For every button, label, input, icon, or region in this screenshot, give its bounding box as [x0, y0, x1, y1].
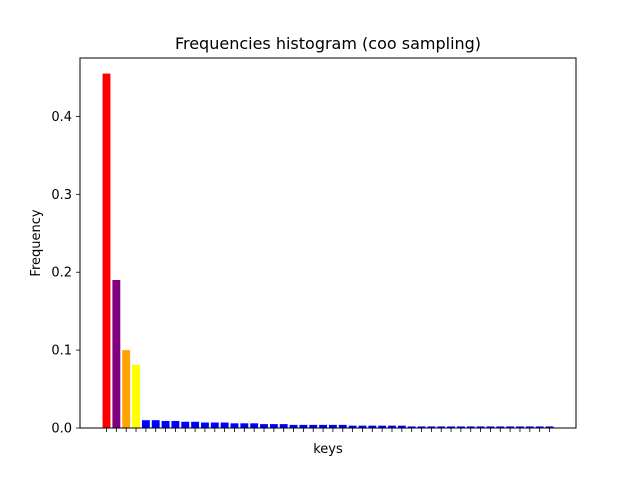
bar-23	[319, 424, 328, 428]
y-tick-label-0.4: 0.4	[51, 110, 72, 125]
bar-3	[122, 350, 131, 428]
bar-28	[368, 425, 377, 428]
y-tick-label-0.0: 0.0	[51, 422, 72, 437]
bar-30	[388, 425, 396, 428]
bar-29	[378, 425, 387, 428]
bar-34	[427, 426, 436, 428]
bar-32	[407, 426, 416, 428]
y-tick-label-0.1: 0.1	[51, 344, 72, 359]
bar-26	[348, 425, 357, 428]
bar-40	[486, 426, 495, 428]
bar-18	[269, 424, 278, 428]
bar-39	[476, 426, 485, 428]
chart-title: Frequencies histogram (coo sampling)	[175, 34, 481, 53]
bar-21	[299, 424, 308, 428]
y-tick-label-0.2: 0.2	[51, 266, 72, 281]
x-axis-ticks	[106, 428, 550, 432]
bar-36	[447, 426, 455, 428]
bar-2	[112, 280, 121, 428]
bar-12	[210, 422, 219, 428]
bar-8	[171, 420, 180, 428]
bar-38	[466, 426, 475, 428]
bar-33	[417, 426, 426, 428]
y-axis-label: Frequency	[29, 209, 44, 276]
bar-4	[132, 364, 140, 428]
bar-15	[240, 423, 249, 428]
bar-45	[535, 426, 544, 428]
bar-42	[506, 426, 515, 428]
bar-7	[161, 420, 170, 428]
bar-6	[151, 420, 160, 428]
bar-44	[525, 426, 534, 428]
bar-5	[141, 420, 150, 428]
bar-25	[338, 424, 347, 428]
bar-22	[309, 424, 318, 428]
bar-9	[181, 421, 190, 428]
bar-16	[250, 423, 259, 428]
bar-20	[289, 424, 298, 428]
plot-area	[102, 73, 554, 428]
bar-24	[328, 424, 337, 428]
bar-35	[437, 426, 446, 428]
bar-43	[516, 426, 524, 428]
axes-frame	[79, 57, 577, 429]
bar-27	[358, 425, 367, 428]
bar-46	[545, 426, 554, 428]
bar-1	[102, 73, 111, 428]
y-axis-ticks: 0.0 0.1 0.2 0.3 0.4	[51, 110, 80, 437]
bar-41	[496, 426, 505, 428]
bar-14	[230, 423, 239, 428]
bar-31	[397, 425, 406, 428]
bar-11	[201, 422, 209, 428]
bar-37	[456, 426, 465, 428]
bar-10	[191, 421, 200, 428]
bar-19	[279, 424, 288, 428]
x-axis-label: keys	[313, 442, 343, 457]
bar-17	[260, 424, 268, 428]
bar-13	[220, 422, 229, 428]
y-tick-label-0.3: 0.3	[51, 188, 72, 203]
